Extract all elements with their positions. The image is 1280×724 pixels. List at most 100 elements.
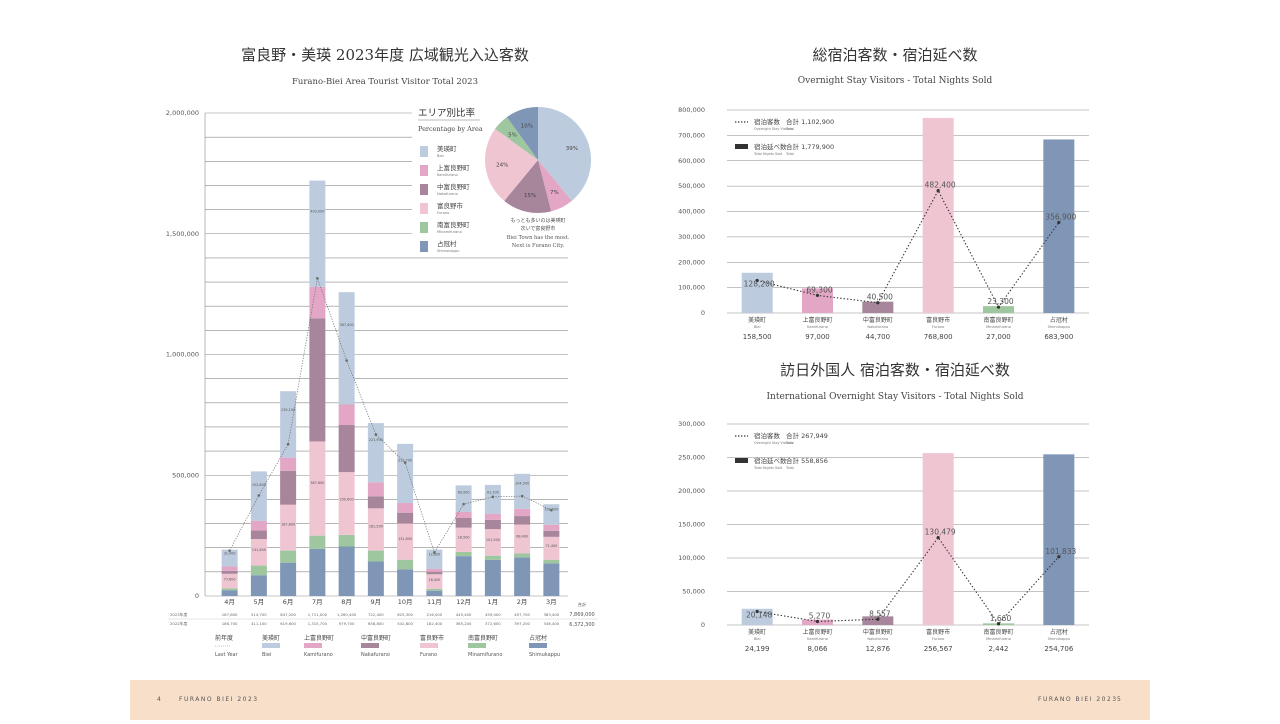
bar-segment	[367, 561, 384, 596]
x-tick-label: 12月	[456, 598, 471, 606]
line-point	[996, 305, 1001, 309]
legend-swatch	[468, 643, 486, 648]
x-tick-label-jp: 美瑛町	[748, 316, 766, 324]
x-tick-label: 2月	[517, 598, 528, 606]
bar-value-label: 221,900	[369, 438, 383, 442]
pie-slice-label: 10%	[521, 124, 533, 130]
legend-line-label: 宿泊客数	[754, 431, 781, 440]
x-tick-label-jp: 占冠村	[1050, 628, 1068, 636]
last-year-point	[316, 276, 319, 280]
row-2023-value: 1,260,400	[337, 612, 357, 617]
pie-legend-swatch	[420, 165, 428, 176]
legend-label-en: Last Year	[215, 652, 239, 658]
bar-segment	[484, 519, 501, 530]
right-footer-label: FURANO BIEI 2023	[1038, 696, 1118, 703]
last-year-point	[345, 359, 348, 362]
pie-legend-swatch	[420, 146, 428, 157]
bar-value-label: 239,100	[281, 408, 295, 412]
pie-slice-label: 7%	[550, 190, 559, 196]
legend-bar-label: 宿泊延べ数	[754, 456, 787, 465]
bar-segment	[367, 508, 384, 551]
row-2023-value: 459,000	[485, 612, 501, 617]
y-tick-label: 2,000,000	[166, 109, 199, 117]
bar-value-label: 68,400	[516, 535, 528, 539]
bar-segment	[338, 472, 355, 535]
x-tick-label-en: Minamifurano	[986, 637, 1011, 641]
x-tick-label-en: Nakafurano	[867, 637, 888, 641]
bar-value-label: 12,600	[428, 552, 440, 556]
row-2022-value: 542,800	[397, 621, 413, 626]
bar-segment	[426, 588, 443, 591]
bar-value-label: 403,000	[310, 209, 324, 213]
legend-bar-swatch	[735, 458, 748, 463]
x-tick-label: 8月	[341, 598, 352, 606]
row-2022-value: 365,200	[456, 621, 472, 626]
pie-note-en-1: Biei Town has the most.	[507, 235, 570, 241]
legend-label-jp: 中富良野町	[361, 634, 391, 642]
pie-legend-label-jp: 占冠村	[437, 239, 457, 248]
row-2022-value: 397,200	[514, 621, 530, 626]
legend-line-en-total: Total	[785, 441, 794, 445]
intl-title: 訪日外国人 宿泊客数・宿泊延べ数	[780, 361, 1010, 379]
legend-line-en-total: Total	[785, 127, 794, 131]
bar-segment	[543, 530, 560, 537]
line-value-label: 128,200	[744, 279, 775, 288]
bar-value-label: 102,600	[252, 483, 266, 487]
line-value-label: 482,400	[925, 181, 956, 190]
pie-slice-label: 15%	[524, 193, 536, 199]
y-tick-label: 400,000	[678, 208, 705, 216]
bar-value-label: 97,000	[805, 333, 830, 341]
bar-value-label: 24,199	[745, 645, 770, 653]
bar-value-label: 71,400	[545, 544, 557, 548]
bar-segment	[367, 496, 384, 509]
line-value-label: 23,300	[987, 297, 1013, 306]
intl-subtitle: International Overnight Stay Visitors - …	[767, 392, 1024, 402]
legend-swatch	[420, 643, 438, 648]
bar-value-label: 212,700	[398, 459, 412, 463]
bar-segment	[338, 534, 355, 547]
line-value-label: 69,300	[806, 285, 832, 294]
line-value-label: 1,660	[990, 614, 1012, 623]
line-point	[936, 535, 940, 540]
bar-segment	[543, 504, 560, 525]
bar-segment	[514, 516, 531, 525]
line-value-label: 20,148	[746, 611, 772, 620]
last-year-point	[374, 433, 378, 436]
pie-legend-label-jp: 中富良野町	[437, 182, 470, 191]
bar-segment	[221, 588, 238, 591]
y-tick-label: 100,000	[678, 554, 705, 562]
x-tick-label-en: Biei	[754, 637, 761, 641]
last-year-point	[520, 494, 524, 498]
left-page-number: 4	[157, 696, 163, 703]
bar-segment	[426, 571, 443, 575]
y-tick-label: 0	[701, 621, 705, 629]
legend-label-jp: 富良野市	[420, 634, 444, 642]
bar-segment	[221, 570, 238, 574]
row-2022-value: 619,600	[280, 621, 296, 626]
pie-legend-label-en: Nakafurano	[437, 192, 458, 196]
pie-legend-label-jp: 富良野市	[437, 201, 464, 210]
x-tick-label-jp: 中富良野町	[863, 628, 893, 636]
x-tick-label: 5月	[254, 598, 265, 606]
overnight-subtitle: Overnight Stay Visitors - Total Nights S…	[798, 76, 993, 86]
bar-value-label: 61,100	[487, 491, 499, 495]
pie-legend-label-jp: 南富良野町	[437, 220, 470, 229]
legend-swatch	[529, 643, 547, 648]
y-tick-label: 600,000	[678, 157, 705, 165]
pie-legend-label-en: Kamifurano	[437, 173, 458, 177]
row-2023-value: 722,400	[368, 612, 384, 617]
last-year-point	[257, 494, 261, 497]
legend-label-jp: 南富良野町	[468, 634, 498, 642]
row-2023-value: 497,700	[514, 612, 530, 617]
line-point	[876, 617, 880, 621]
total-label: 合計	[578, 601, 586, 608]
bar-value-label: 131,800	[398, 537, 412, 541]
legend-label-en: Biei	[262, 652, 271, 658]
line-point	[755, 609, 759, 614]
bar-segment	[280, 504, 297, 551]
legend-swatch	[361, 643, 379, 648]
bar-segment	[514, 553, 531, 558]
x-tick-label-jp: 南富良野町	[983, 316, 1013, 324]
y-tick-label: 100,000	[678, 284, 705, 292]
bar-segment	[250, 575, 267, 596]
